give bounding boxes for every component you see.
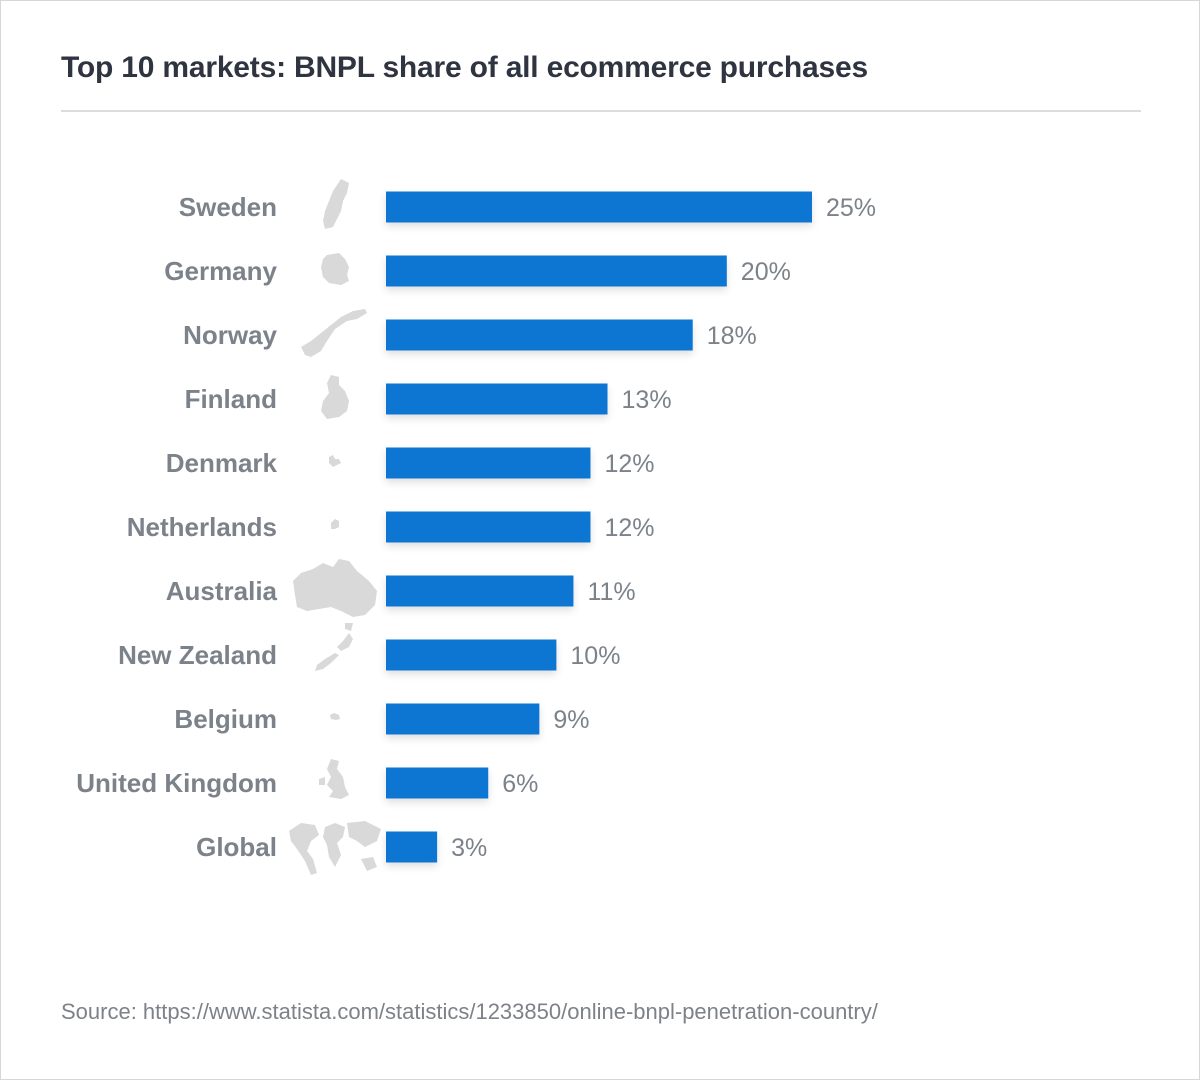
- value-label-netherlands: 12%: [604, 514, 654, 542]
- norway-map-icon: [301, 309, 367, 357]
- bar-denmark: [386, 447, 591, 479]
- belgium-map-icon: [330, 713, 340, 720]
- category-label-finland: Finland: [185, 384, 277, 414]
- source-note: Source: https://www.statista.com/statist…: [61, 999, 878, 1024]
- united-kingdom-map-icon: [319, 759, 349, 799]
- title-divider: [61, 110, 1141, 112]
- new-zealand-map-icon: [315, 633, 353, 671]
- netherlands-map-icon: [331, 519, 339, 529]
- denmark-map-icon: [329, 455, 341, 467]
- category-label-new-zealand: New Zealand: [118, 640, 277, 670]
- category-label-germany: Germany: [164, 256, 277, 286]
- category-label-united-kingdom: United Kingdom: [76, 768, 277, 798]
- sweden-map-icon: [323, 179, 349, 229]
- value-label-global: 3%: [451, 834, 487, 862]
- category-label-norway: Norway: [183, 320, 277, 350]
- value-label-germany: 20%: [741, 258, 791, 286]
- category-label-australia: Australia: [166, 576, 278, 606]
- bar-united-kingdom: [386, 767, 489, 799]
- chart-title: Top 10 markets: BNPL share of all ecomme…: [61, 51, 868, 84]
- finland-map-icon: [321, 375, 349, 419]
- bar-global: [386, 831, 438, 863]
- bar-finland: [386, 383, 608, 415]
- category-label-denmark: Denmark: [166, 448, 278, 478]
- category-label-netherlands: Netherlands: [127, 512, 277, 542]
- value-label-australia: 11%: [587, 578, 635, 606]
- category-label-sweden: Sweden: [179, 192, 277, 222]
- value-label-sweden: 25%: [826, 194, 876, 222]
- australia-map-icon: [293, 559, 377, 631]
- value-label-united-kingdom: 6%: [502, 770, 538, 798]
- germany-map-icon: [321, 253, 349, 285]
- world-map-icon: [289, 821, 381, 875]
- category-label-belgium: Belgium: [174, 704, 277, 734]
- bar-norway: [386, 319, 693, 351]
- value-label-new-zealand: 10%: [570, 642, 620, 670]
- value-label-norway: 18%: [707, 322, 757, 350]
- bar-germany: [386, 255, 727, 287]
- bar-belgium: [386, 703, 540, 735]
- value-label-belgium: 9%: [553, 706, 589, 734]
- value-label-finland: 13%: [622, 386, 672, 414]
- value-label-denmark: 12%: [604, 450, 654, 478]
- category-label-global: Global: [196, 832, 277, 862]
- bar-new-zealand: [386, 639, 557, 671]
- bar-sweden: [386, 191, 812, 223]
- bar-australia: [386, 575, 574, 607]
- bar-chart: Sweden 25% Germany 20% Norway 18% Finland 13% De…: [76, 179, 876, 875]
- bar-netherlands: [386, 511, 591, 543]
